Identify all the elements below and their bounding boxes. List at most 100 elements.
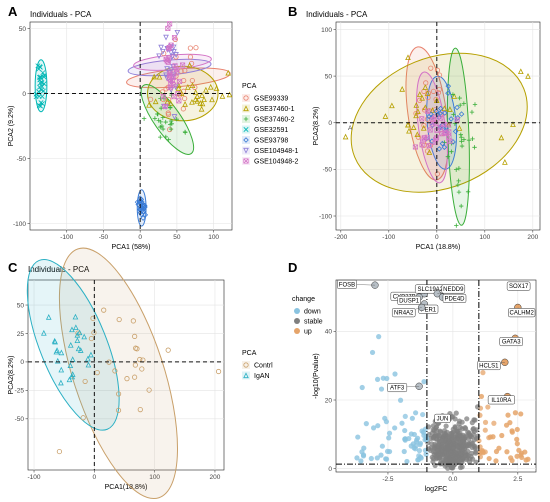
legend-key-GSE104948-2 — [243, 158, 249, 164]
point-GSE37460-2 — [457, 95, 462, 101]
x-tick-label: 0 — [138, 234, 142, 241]
point-GSE104948-2 — [166, 44, 172, 51]
legend: PCA Contrl IgAN — [242, 350, 273, 380]
legend-title: change — [292, 296, 315, 303]
point-GSE93798 — [140, 215, 146, 221]
point-GSE99339 — [423, 80, 429, 86]
point-up — [482, 419, 489, 425]
y-tick-label: 100 — [321, 27, 332, 34]
legend-key-GSE32591 — [243, 127, 249, 132]
point-stable — [465, 429, 471, 435]
point-GSE37460-1 — [414, 131, 421, 138]
point-GSE37460-1 — [413, 112, 419, 119]
point-Contrl — [80, 415, 86, 421]
point-GSE37460-2 — [163, 119, 168, 125]
point-GSE37460-1 — [189, 98, 195, 105]
point-GSE104948-1 — [160, 48, 166, 55]
point-GSE104948-2 — [427, 127, 433, 133]
point-GSE37460-2 — [168, 126, 174, 132]
gene-label-box — [487, 395, 515, 405]
point-GSE37460-1 — [156, 73, 163, 80]
point-GSE37460-2 — [456, 166, 462, 171]
point-up — [491, 420, 497, 426]
point-GSE93798 — [142, 212, 149, 218]
point-down — [421, 379, 427, 385]
point-GSE104948-2 — [438, 125, 444, 131]
point-GSE37460-2 — [167, 105, 173, 111]
point-stable — [430, 459, 436, 465]
legend-label: GSE104948-1 — [254, 148, 298, 155]
point-Contrl — [116, 316, 122, 323]
x-tick-label: 2.5 — [513, 476, 522, 483]
point-GSE37460-2 — [160, 126, 166, 132]
point-Contrl — [115, 407, 122, 413]
point-stable — [446, 462, 453, 468]
point-GSE37460-2 — [456, 178, 461, 184]
point-down — [401, 448, 407, 455]
point-GSE37460-2 — [459, 143, 465, 149]
point-Contrl — [75, 330, 81, 336]
point-down — [412, 410, 419, 416]
point-stable — [471, 417, 477, 423]
point-GSE37460-1 — [192, 89, 199, 95]
point-GSE37460-1 — [456, 125, 463, 131]
point-stable — [474, 404, 481, 410]
x-tick-label: -100 — [382, 234, 395, 241]
point-GSE37460-2 — [465, 189, 471, 195]
point-GSE104948-2 — [167, 21, 173, 27]
legend-key-IgAN — [243, 372, 249, 379]
point-GSE37460-2 — [166, 137, 171, 142]
point-down — [358, 458, 364, 464]
point-GSE37460-1 — [525, 73, 531, 79]
legend-key-Contrl — [243, 362, 249, 368]
gene-label-box — [397, 295, 421, 305]
gene-label: DUSP1 — [399, 298, 420, 304]
point-Contrl — [137, 356, 143, 363]
point-stable — [453, 456, 459, 462]
point-down — [417, 440, 424, 446]
x-tick-label: 0 — [435, 234, 439, 241]
point-GSE104948-2 — [174, 66, 180, 72]
point-GSE32591 — [37, 64, 43, 70]
point-down — [408, 443, 414, 449]
gene-label: NEDD9 — [443, 287, 464, 293]
point-GSE37460-2 — [454, 223, 459, 228]
point-GSE37460-1 — [498, 134, 505, 141]
point-down — [386, 435, 392, 441]
point-down — [386, 430, 393, 436]
gene-label-box — [508, 308, 536, 318]
point-down — [368, 455, 374, 462]
panel-label: D — [288, 260, 297, 275]
gene-label-box — [441, 284, 466, 294]
legend-label: GSE32591 — [254, 127, 288, 134]
point-GSE104948-2 — [166, 76, 172, 82]
point-GSE37460-1 — [447, 106, 453, 112]
point-down — [418, 455, 424, 461]
point-down — [420, 411, 426, 418]
point-down — [392, 425, 398, 431]
point-IgAN — [69, 371, 76, 377]
point-GSE93798 — [454, 104, 460, 111]
legend-label: GSE37460-1 — [254, 106, 295, 113]
point-GSE99339 — [428, 65, 434, 71]
point-GSE37460-2 — [163, 134, 169, 140]
point-IgAN — [52, 338, 58, 345]
point-GSE99339 — [167, 126, 173, 133]
point-GSE37460-2 — [156, 118, 161, 123]
point-GSE93798 — [443, 125, 449, 132]
point-stable — [459, 419, 465, 425]
point-IgAN — [67, 362, 74, 369]
y-tick-label: -50 — [15, 416, 25, 423]
point-GSE99339 — [434, 171, 440, 177]
point-GSE104948-2 — [165, 59, 171, 65]
point-down — [354, 455, 360, 461]
gene-label-box — [434, 413, 451, 423]
point-stable — [437, 428, 443, 434]
point-stable — [453, 410, 459, 416]
point-GSE104948-2 — [168, 80, 174, 87]
panel-d: D -2.5 0.0 2.5 0 20 40 log2FC -log10(Pvalue) FOSB… — [288, 260, 537, 493]
point-stable — [446, 438, 452, 444]
point-GSE104948-2 — [177, 78, 183, 85]
point-GSE37460-1 — [189, 82, 196, 88]
point-down — [378, 452, 384, 458]
